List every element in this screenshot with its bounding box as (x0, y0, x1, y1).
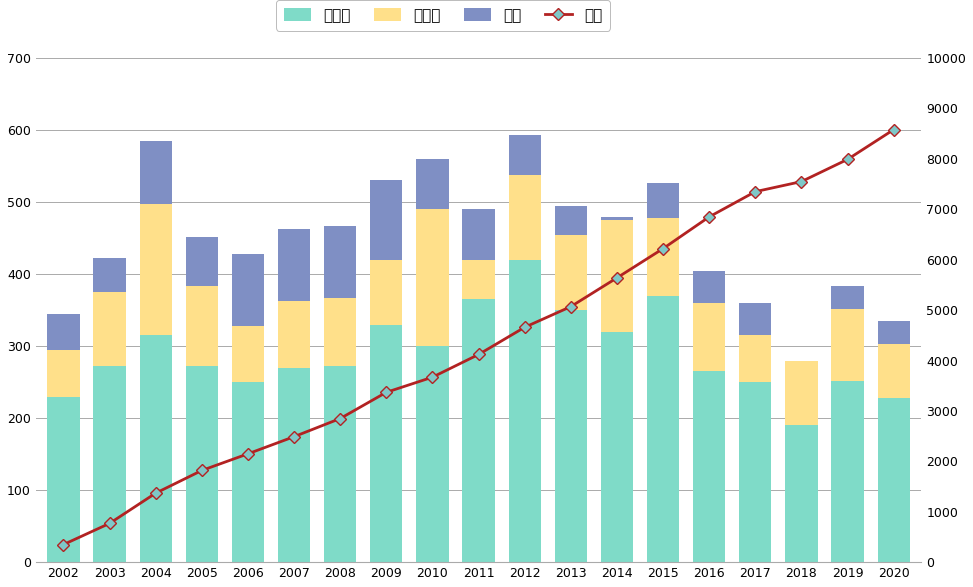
Bar (462, 259, 494, 299)
Bar (831, 309, 864, 381)
Bar (555, 205, 587, 235)
Bar (462, 210, 494, 259)
Bar (186, 286, 218, 366)
Bar (785, 426, 817, 562)
Bar (370, 325, 403, 562)
累計 (57, 541, 69, 548)
Bar (647, 296, 679, 562)
Bar (48, 350, 80, 397)
Bar (324, 366, 356, 562)
Bar (48, 313, 80, 350)
Legend: 小学校, 中学校, 高校, 累計: 小学校, 中学校, 高校, 累計 (276, 0, 610, 31)
Bar (693, 271, 725, 303)
Bar (462, 299, 494, 562)
Bar (232, 254, 264, 326)
Bar (186, 366, 218, 562)
累計 (703, 213, 715, 220)
Bar (139, 204, 172, 335)
Bar (600, 220, 633, 332)
累計 (335, 415, 346, 422)
累計 (611, 274, 623, 281)
Bar (370, 180, 403, 259)
Bar (693, 372, 725, 562)
Bar (186, 237, 218, 286)
Bar (739, 335, 772, 382)
Bar (878, 321, 910, 344)
累計 (887, 126, 899, 133)
Bar (232, 326, 264, 382)
Bar (509, 175, 541, 259)
累計 (519, 324, 530, 331)
Line: 累計: 累計 (59, 126, 898, 549)
Bar (831, 286, 864, 309)
Bar (139, 335, 172, 562)
Bar (555, 310, 587, 562)
Bar (278, 301, 310, 367)
Bar (600, 217, 633, 220)
累計 (657, 245, 668, 252)
Bar (93, 366, 126, 562)
Bar (93, 292, 126, 366)
累計 (565, 303, 577, 310)
累計 (426, 374, 438, 381)
Bar (324, 226, 356, 298)
Bar (693, 303, 725, 372)
Bar (416, 346, 449, 562)
Bar (878, 344, 910, 398)
累計 (380, 389, 392, 396)
Bar (831, 381, 864, 562)
累計 (150, 490, 162, 497)
累計 (288, 433, 300, 440)
累計 (196, 467, 207, 474)
Bar (509, 135, 541, 175)
累計 (749, 188, 761, 195)
Bar (48, 397, 80, 562)
Bar (416, 159, 449, 210)
累計 (842, 156, 853, 163)
累計 (242, 450, 254, 457)
Bar (555, 235, 587, 310)
Bar (278, 367, 310, 562)
Bar (278, 229, 310, 301)
Bar (647, 183, 679, 218)
累計 (796, 178, 808, 185)
Bar (139, 141, 172, 204)
Bar (600, 332, 633, 562)
累計 (473, 351, 485, 358)
Bar (232, 382, 264, 562)
Bar (739, 303, 772, 335)
Bar (93, 258, 126, 292)
Bar (785, 360, 817, 426)
Bar (324, 298, 356, 366)
Bar (739, 382, 772, 562)
Bar (878, 398, 910, 562)
Bar (509, 259, 541, 562)
Bar (647, 218, 679, 296)
Bar (416, 210, 449, 346)
累計 (104, 520, 116, 527)
Bar (370, 259, 403, 325)
